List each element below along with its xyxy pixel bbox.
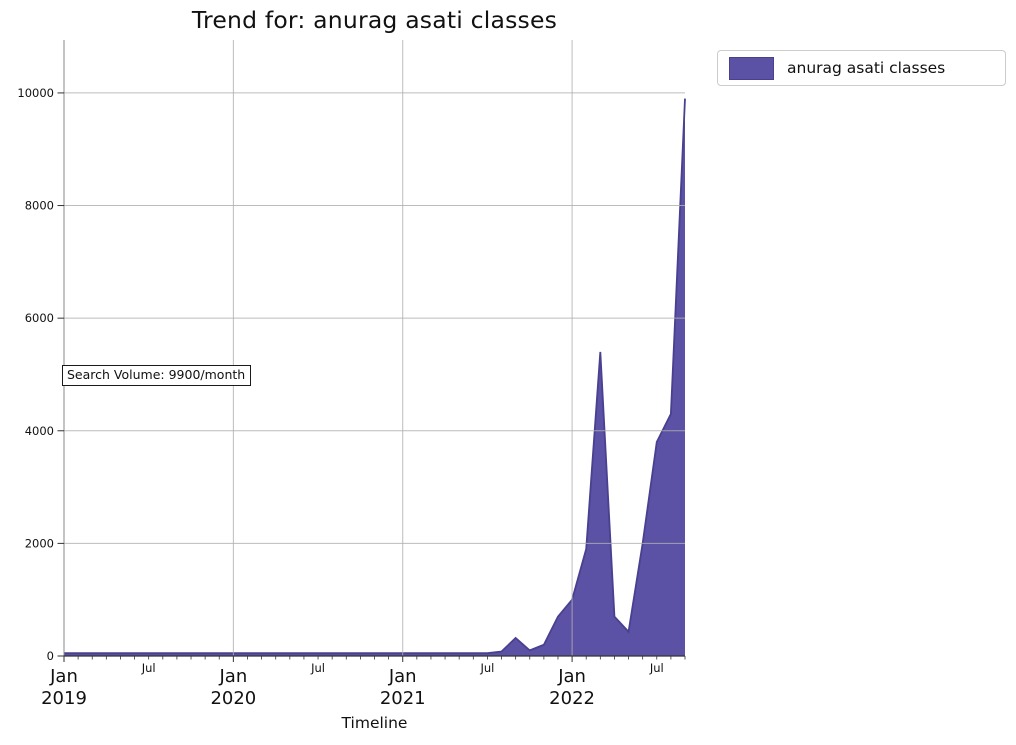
svg-text:Jan: Jan: [49, 666, 78, 687]
area-series: [64, 98, 686, 656]
svg-text:0: 0: [47, 649, 54, 663]
chart-title: Trend for: anurag asati classes: [191, 6, 558, 34]
svg-text:10000: 10000: [17, 86, 54, 100]
legend-swatch: [729, 56, 774, 80]
svg-text:Jan: Jan: [388, 666, 417, 687]
svg-text:2000: 2000: [25, 536, 54, 550]
svg-text:Jan: Jan: [218, 666, 247, 687]
gridlines: [64, 40, 685, 656]
svg-text:2019: 2019: [41, 688, 87, 709]
svg-text:Jul: Jul: [141, 661, 156, 675]
svg-text:2021: 2021: [380, 688, 426, 709]
svg-text:Jul: Jul: [649, 661, 664, 675]
x-axis-title: Timeline: [341, 714, 408, 732]
legend-label: anurag asati classes: [787, 59, 946, 77]
svg-text:2020: 2020: [210, 688, 256, 709]
svg-text:Jul: Jul: [479, 661, 494, 675]
search-volume-annotation: Search Volume: 9900/month: [62, 365, 252, 386]
svg-text:Jan: Jan: [557, 666, 586, 687]
svg-text:2022: 2022: [549, 688, 595, 709]
svg-text:6000: 6000: [25, 311, 54, 325]
y-axis-tick-labels: 0 2000 4000 6000 8000 10000: [17, 86, 64, 663]
svg-text:Jul: Jul: [310, 661, 325, 675]
svg-text:4000: 4000: [25, 424, 54, 438]
legend: anurag asati classes: [717, 50, 1006, 86]
svg-text:8000: 8000: [25, 199, 54, 213]
